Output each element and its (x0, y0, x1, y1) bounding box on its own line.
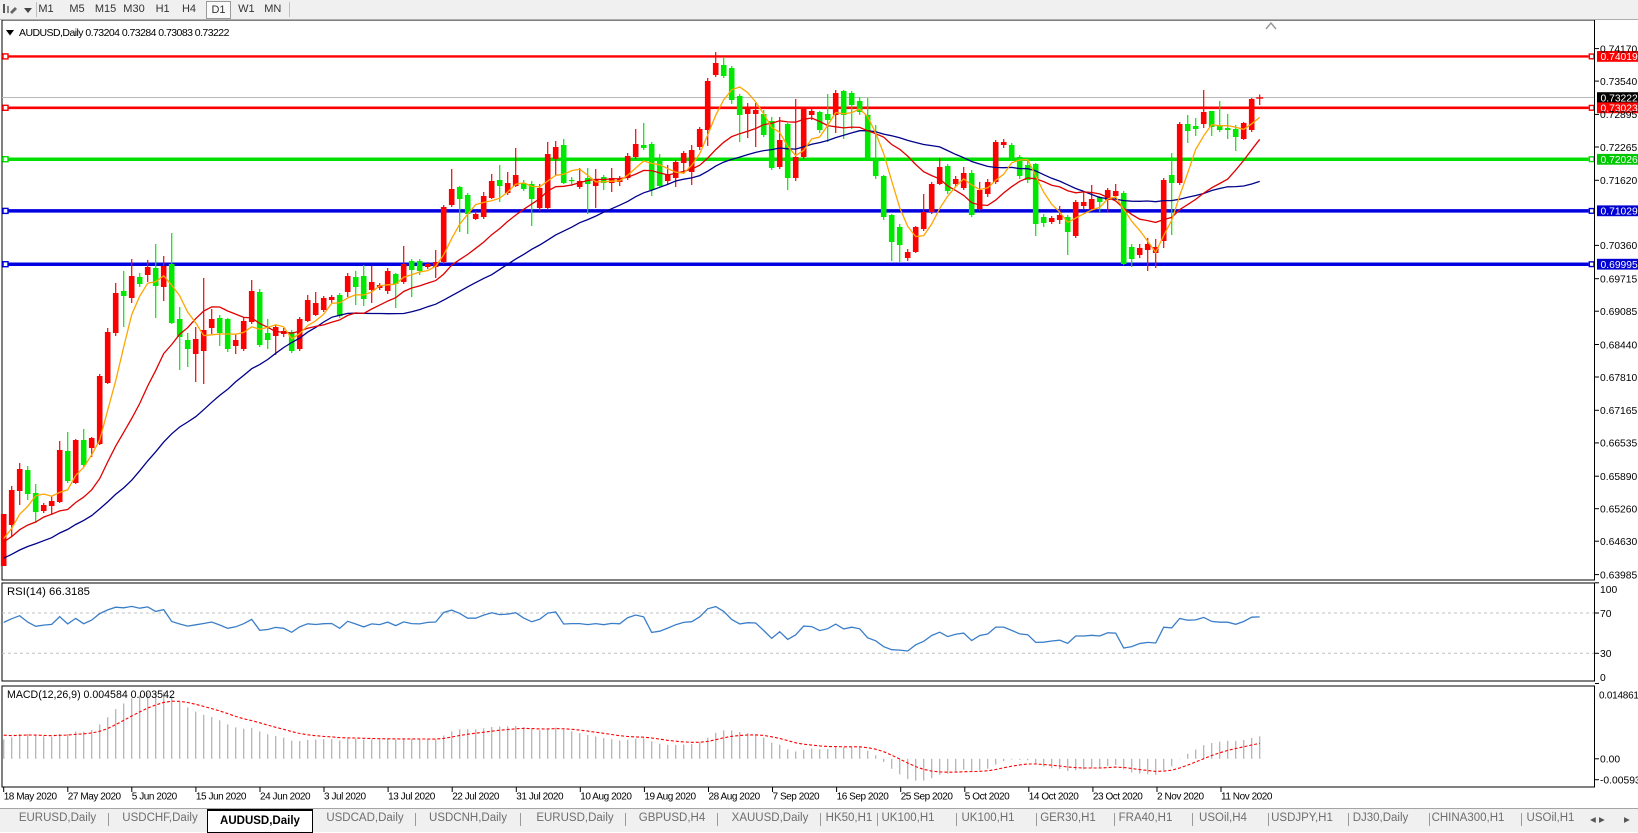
svg-text:30: 30 (1600, 649, 1612, 660)
svg-text:100: 100 (1600, 585, 1617, 596)
svg-text:0.73023: 0.73023 (1601, 104, 1638, 115)
svg-text:0.67165: 0.67165 (1600, 406, 1637, 417)
svg-text:0.73222: 0.73222 (1601, 93, 1638, 104)
svg-text:31 Jul 2020: 31 Jul 2020 (516, 792, 564, 803)
svg-text:-0.005938: -0.005938 (1600, 776, 1638, 787)
svg-text:24 Jun 2020: 24 Jun 2020 (260, 792, 311, 803)
svg-text:22 Jul 2020: 22 Jul 2020 (452, 792, 500, 803)
svg-text:0.72895: 0.72895 (1600, 110, 1637, 121)
svg-text:0.74019: 0.74019 (1601, 52, 1638, 63)
svg-text:0.74170: 0.74170 (1600, 44, 1637, 55)
svg-text:AUDUSD,Daily 0.73204 0.73284: AUDUSD,Daily 0.73204 0.73284 0.73083 0.7… (19, 27, 230, 39)
svg-text:5 Oct 2020: 5 Oct 2020 (965, 792, 1010, 803)
svg-text:0.64630: 0.64630 (1600, 537, 1637, 548)
svg-text:0.67810: 0.67810 (1600, 373, 1637, 384)
svg-text:27 May 2020: 27 May 2020 (68, 792, 122, 803)
svg-text:5 Jun 2020: 5 Jun 2020 (132, 792, 178, 803)
svg-text:0.65890: 0.65890 (1600, 472, 1637, 483)
svg-text:0.69995: 0.69995 (1601, 260, 1638, 271)
svg-text:0.00: 0.00 (1600, 755, 1620, 766)
svg-text:3 Jul 2020: 3 Jul 2020 (324, 792, 367, 803)
svg-text:0.69085: 0.69085 (1600, 307, 1637, 318)
svg-text:RSI(14) 66.3185: RSI(14) 66.3185 (7, 586, 90, 598)
svg-text:19 Aug 2020: 19 Aug 2020 (644, 792, 696, 803)
svg-text:0.72265: 0.72265 (1600, 143, 1637, 154)
svg-text:18 May 2020: 18 May 2020 (4, 792, 58, 803)
svg-text:0.73540: 0.73540 (1600, 77, 1637, 88)
svg-text:0.014861: 0.014861 (1599, 690, 1638, 701)
svg-text:16 Sep 2020: 16 Sep 2020 (837, 792, 890, 803)
svg-text:2 Nov 2020: 2 Nov 2020 (1157, 792, 1205, 803)
svg-text:15 Jun 2020: 15 Jun 2020 (196, 792, 247, 803)
svg-text:70: 70 (1600, 609, 1612, 620)
svg-text:0.63985: 0.63985 (1600, 570, 1637, 581)
svg-text:10 Aug 2020: 10 Aug 2020 (580, 792, 632, 803)
svg-text:0.70360: 0.70360 (1600, 241, 1637, 252)
svg-text:0.69715: 0.69715 (1600, 275, 1637, 286)
svg-text:14 Oct 2020: 14 Oct 2020 (1029, 792, 1079, 803)
svg-text:0.65260: 0.65260 (1600, 505, 1637, 516)
svg-text:0.68440: 0.68440 (1600, 340, 1637, 351)
svg-text:7 Sep 2020: 7 Sep 2020 (773, 792, 821, 803)
svg-text:25 Sep 2020: 25 Sep 2020 (901, 792, 954, 803)
svg-text:13 Jul 2020: 13 Jul 2020 (388, 792, 436, 803)
svg-text:28 Aug 2020: 28 Aug 2020 (709, 792, 761, 803)
svg-text:0.71620: 0.71620 (1600, 176, 1637, 187)
svg-text:0: 0 (1600, 673, 1606, 684)
svg-text:0.71029: 0.71029 (1601, 207, 1638, 218)
svg-text:0.66535: 0.66535 (1600, 439, 1637, 450)
svg-text:MACD(12,26,9) 0.004584 0.00354: MACD(12,26,9) 0.004584 0.003542 (7, 689, 175, 701)
svg-text:23 Oct 2020: 23 Oct 2020 (1093, 792, 1143, 803)
svg-text:11 Nov 2020: 11 Nov 2020 (1221, 792, 1273, 803)
svg-text:0.72026: 0.72026 (1601, 155, 1638, 166)
